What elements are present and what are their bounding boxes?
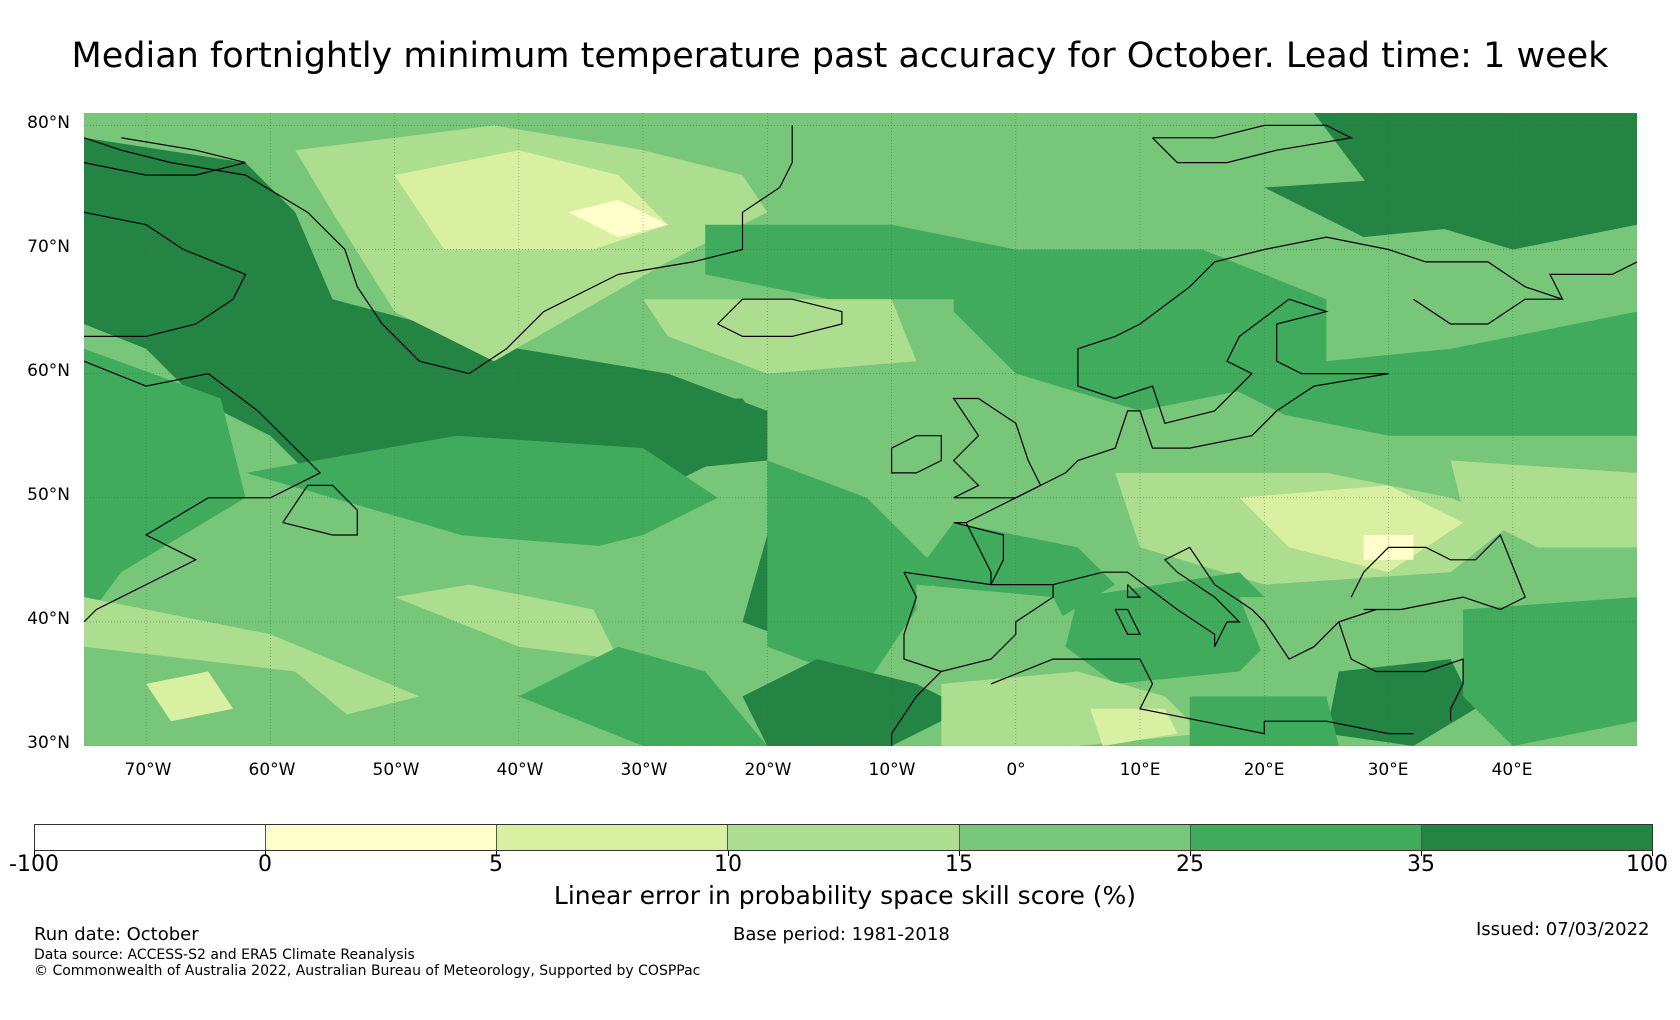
lon-label-0: 0° [1006, 760, 1026, 780]
skill-patch [1314, 113, 1637, 250]
map-title: Median fortnightly minimum temperature p… [71, 36, 1609, 76]
skill-patch [146, 671, 234, 722]
coastline [990, 658, 1414, 735]
lon-label-60w: 60°W [248, 760, 296, 780]
skill-patch [1463, 597, 1637, 746]
skill-patch [518, 646, 768, 746]
colorbar-tick: 100 [1626, 852, 1668, 877]
coastline [84, 137, 470, 375]
run-date: Run date: October [34, 924, 199, 945]
base-period: Base period: 1981-2018 [733, 924, 950, 945]
lon-label-30e: 30°E [1367, 760, 1409, 780]
colorbar-tick: 15 [945, 852, 973, 877]
skill-patch [1065, 572, 1290, 684]
lon-label-20e: 20°E [1243, 760, 1285, 780]
coastline [84, 137, 246, 176]
skill-patch [245, 435, 718, 560]
colorbar-tick: 5 [489, 852, 503, 877]
coastline [1350, 533, 1526, 611]
map-canvas [84, 113, 1637, 746]
colorbar-segment [728, 825, 960, 850]
skill-patch [705, 224, 1016, 300]
lon-label-40e: 40°E [1491, 760, 1533, 780]
coastline [1077, 236, 1637, 425]
skill-patch [916, 584, 1078, 672]
lon-label-30w: 30°W [620, 760, 668, 780]
colorbar-segment [497, 825, 729, 850]
skill-patch [394, 584, 619, 660]
colorbar-segment [35, 825, 267, 850]
coastline [84, 360, 322, 623]
issued-date: Issued: 07/03/2022 [1476, 919, 1650, 940]
coastline [84, 211, 247, 337]
skill-patch [1239, 597, 1464, 684]
skill-patch [332, 535, 668, 622]
colorbar-tick: 10 [714, 852, 742, 877]
lon-label-10e: 10°E [1119, 760, 1161, 780]
coastline [965, 298, 1389, 524]
lon-label-50w: 50°W [372, 760, 420, 780]
coastlines [84, 124, 1637, 746]
colorbar-segment [1190, 825, 1422, 850]
lat-label-30: 30°N [27, 733, 70, 753]
coastline [1338, 621, 1464, 722]
skill-patch [1326, 659, 1476, 746]
colorbar-segment [959, 825, 1191, 850]
colorbar [34, 824, 1653, 851]
colorbar-tick: 35 [1407, 852, 1435, 877]
skill-map[interactable] [84, 113, 1637, 746]
coastline [1413, 298, 1563, 325]
coastline [890, 435, 942, 474]
coastline [1152, 124, 1354, 164]
skill-patch [84, 646, 370, 746]
skill-patch [84, 348, 246, 622]
lat-label-50: 50°N [27, 485, 70, 505]
coastline [717, 298, 843, 337]
skill-patch [891, 125, 1364, 213]
graticule [84, 113, 1637, 746]
coastline [903, 571, 1054, 673]
lon-label-20w: 20°W [744, 760, 792, 780]
colorbar-segment [1421, 825, 1652, 850]
colorbar-segment [266, 825, 498, 850]
lat-label-80: 80°N [27, 113, 70, 133]
skill-patch [1450, 460, 1637, 548]
skill-patch [742, 659, 967, 746]
coastline [1052, 546, 1377, 660]
coastline [1114, 608, 1141, 635]
coastline [468, 125, 793, 375]
colorbar-tick: -100 [9, 852, 59, 877]
coastline [890, 671, 942, 746]
lat-label-60: 60°N [27, 361, 70, 381]
lat-label-40: 40°N [27, 609, 70, 629]
lon-label-70w: 70°W [124, 760, 172, 780]
skill-patch [1090, 708, 1178, 746]
colorbar-tick: 25 [1176, 852, 1204, 877]
colorbar-label: Linear error in probability space skill … [553, 881, 1137, 910]
copyright: © Commonwealth of Australia 2022, Austra… [34, 963, 701, 979]
coastline [282, 484, 358, 536]
lon-label-40w: 40°W [496, 760, 544, 780]
lon-label-10w: 10°W [868, 760, 916, 780]
data-source: Data source: ACCESS-S2 and ERA5 Climate … [34, 947, 415, 963]
colorbar-tick: 0 [258, 852, 272, 877]
skill-patch [1264, 175, 1488, 238]
coastline [1126, 584, 1142, 598]
lat-label-70: 70°N [27, 237, 70, 257]
skill-patch [767, 460, 942, 684]
